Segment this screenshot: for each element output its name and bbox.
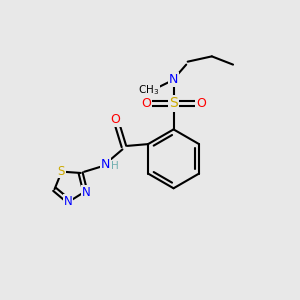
Text: N: N	[64, 195, 72, 208]
Text: N: N	[82, 186, 91, 199]
Text: S: S	[57, 164, 65, 178]
Text: S: S	[169, 97, 178, 110]
Text: H: H	[111, 161, 119, 171]
Text: N: N	[101, 158, 110, 171]
Text: N: N	[169, 73, 178, 86]
Text: O: O	[196, 97, 206, 110]
Text: O: O	[141, 97, 151, 110]
Text: O: O	[111, 113, 121, 126]
Text: CH$_3$: CH$_3$	[138, 83, 159, 97]
